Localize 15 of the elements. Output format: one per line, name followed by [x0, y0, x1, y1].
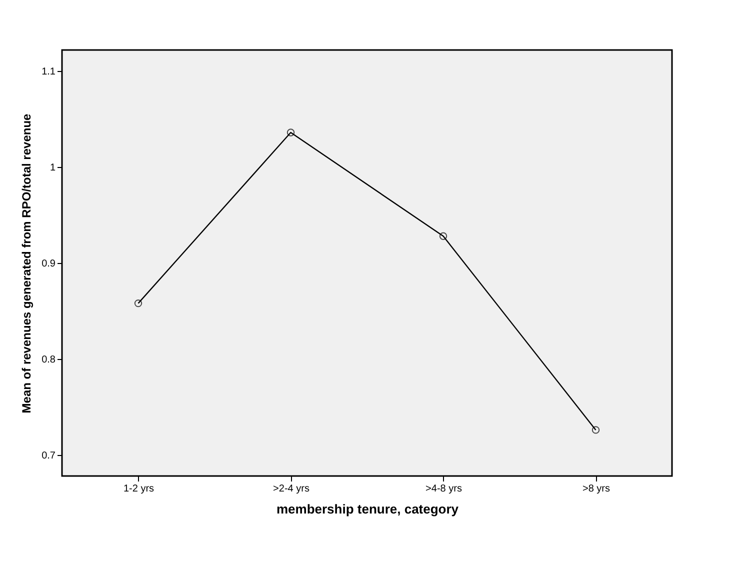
x-tick-label: 1-2 yrs: [123, 484, 154, 494]
x-tick-label: >2-4 yrs: [273, 484, 310, 494]
y-tick-label: 1.1: [42, 66, 56, 78]
x-tick-label: >8 yrs: [582, 484, 610, 494]
y-tick-label: 0.8: [42, 354, 56, 366]
y-axis-title: Mean of revenues generated from RPO/total revenue: [20, 113, 34, 414]
point: [134, 299, 142, 308]
point: [439, 232, 448, 240]
x-axis-title: membership tenure, category: [276, 502, 460, 516]
y-tick-label: 0.9: [42, 258, 56, 270]
x-tick-label: >4-8 yrs: [426, 484, 462, 494]
y-tick-label: 0.7: [42, 450, 56, 462]
y-tick-label: 1: [50, 162, 56, 174]
point: [286, 128, 295, 136]
point: [592, 426, 600, 434]
